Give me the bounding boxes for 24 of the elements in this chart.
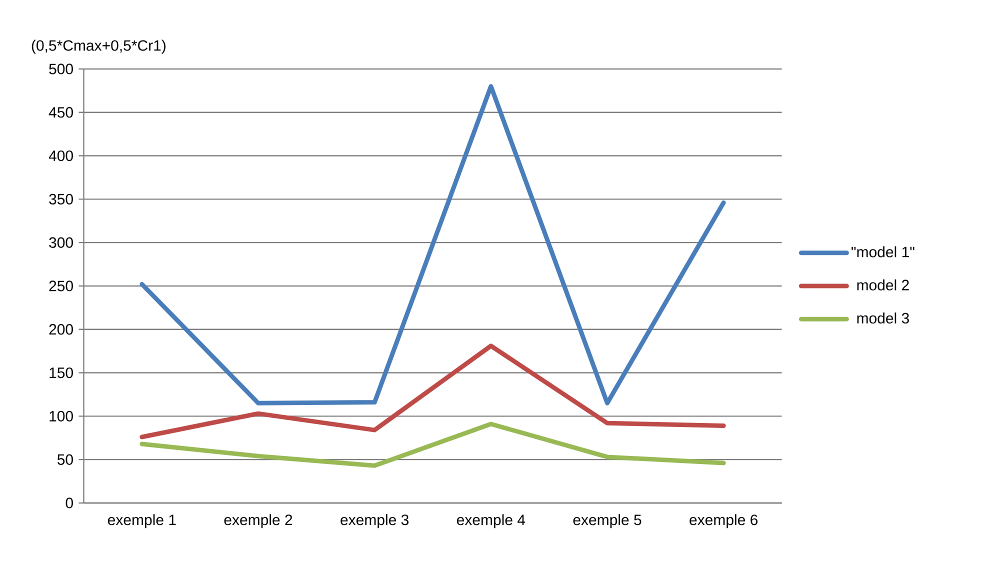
legend-label: "model 1" [852,246,914,258]
y-tick-label: 50 [57,454,73,465]
legend-label: model 2 [857,279,909,290]
line-series [140,422,726,468]
x-tick-label: exemple 1 [108,514,176,528]
y-tick-label: 100 [50,410,73,422]
x-tick-label: exemple 4 [456,514,526,528]
x-tick-label: exemple 3 [340,514,409,528]
y-tick-label: 500 [49,64,73,74]
x-tick-label: exemple 6 [690,514,758,528]
y-axis-title: (0,5*Cmax+0,5*Cr1) [32,40,166,54]
y-tick-label: 150 [50,367,73,378]
y-tick-label: 200 [49,324,73,335]
x-tick-label: exemple 5 [573,514,642,528]
x-tick-label: exemple 2 [224,514,292,528]
y-tick-label: 400 [48,150,73,162]
y-tick-label: 300 [49,237,73,248]
line-series [140,344,726,440]
y-tick-label: 450 [48,107,73,118]
y-tick-label: 0 [66,498,73,508]
line-series [140,84,726,406]
y-tick-label: 350 [49,194,73,204]
legend-label: model 3 [857,312,909,324]
y-tick-label: 250 [49,280,73,292]
